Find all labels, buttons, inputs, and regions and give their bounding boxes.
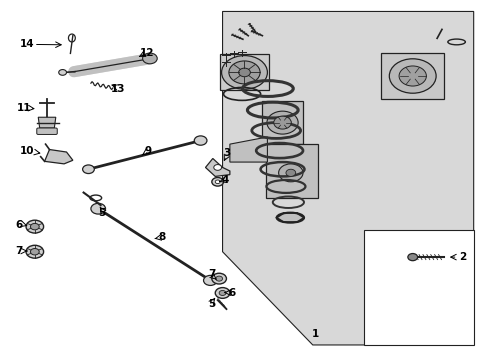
Polygon shape <box>38 117 56 128</box>
Circle shape <box>194 136 206 145</box>
Circle shape <box>219 291 225 296</box>
Circle shape <box>59 69 66 75</box>
Circle shape <box>388 59 435 93</box>
Text: 3: 3 <box>224 148 231 158</box>
Circle shape <box>215 276 222 281</box>
Circle shape <box>30 224 39 230</box>
Polygon shape <box>363 230 473 345</box>
Circle shape <box>407 253 417 261</box>
Circle shape <box>211 273 226 284</box>
Text: 7: 7 <box>208 269 216 279</box>
Text: 14: 14 <box>20 40 35 49</box>
Text: 1: 1 <box>311 329 318 339</box>
Text: 13: 13 <box>110 84 125 94</box>
Text: 4: 4 <box>221 175 228 185</box>
Text: 6: 6 <box>16 220 23 230</box>
Circle shape <box>215 288 229 298</box>
Circle shape <box>398 66 426 86</box>
Polygon shape <box>205 158 229 176</box>
Circle shape <box>30 248 39 255</box>
Circle shape <box>278 164 303 182</box>
Ellipse shape <box>276 213 304 223</box>
Text: 8: 8 <box>158 232 165 242</box>
Circle shape <box>26 245 43 258</box>
Polygon shape <box>261 101 303 144</box>
Circle shape <box>273 116 291 129</box>
Circle shape <box>142 53 157 64</box>
Circle shape <box>203 275 217 285</box>
Text: 2: 2 <box>458 252 466 262</box>
Text: 5: 5 <box>207 299 215 309</box>
Circle shape <box>26 220 43 233</box>
Circle shape <box>238 68 250 77</box>
Circle shape <box>215 180 220 184</box>
Text: 5: 5 <box>98 208 105 218</box>
Polygon shape <box>229 137 267 162</box>
Circle shape <box>91 203 105 214</box>
FancyBboxPatch shape <box>380 53 444 99</box>
Circle shape <box>211 177 223 186</box>
Circle shape <box>266 111 298 134</box>
Circle shape <box>213 165 221 170</box>
Polygon shape <box>222 12 473 345</box>
Circle shape <box>285 169 295 176</box>
Text: 7: 7 <box>16 246 23 256</box>
Text: 9: 9 <box>144 145 151 156</box>
Text: 6: 6 <box>228 288 235 298</box>
Polygon shape <box>266 144 317 198</box>
FancyBboxPatch shape <box>220 54 268 90</box>
Circle shape <box>82 165 94 174</box>
Polygon shape <box>44 149 73 164</box>
Text: 10: 10 <box>20 146 35 156</box>
Text: 12: 12 <box>140 48 154 58</box>
FancyBboxPatch shape <box>37 128 57 134</box>
Circle shape <box>228 61 260 84</box>
Circle shape <box>221 55 267 89</box>
Text: 11: 11 <box>17 103 31 113</box>
